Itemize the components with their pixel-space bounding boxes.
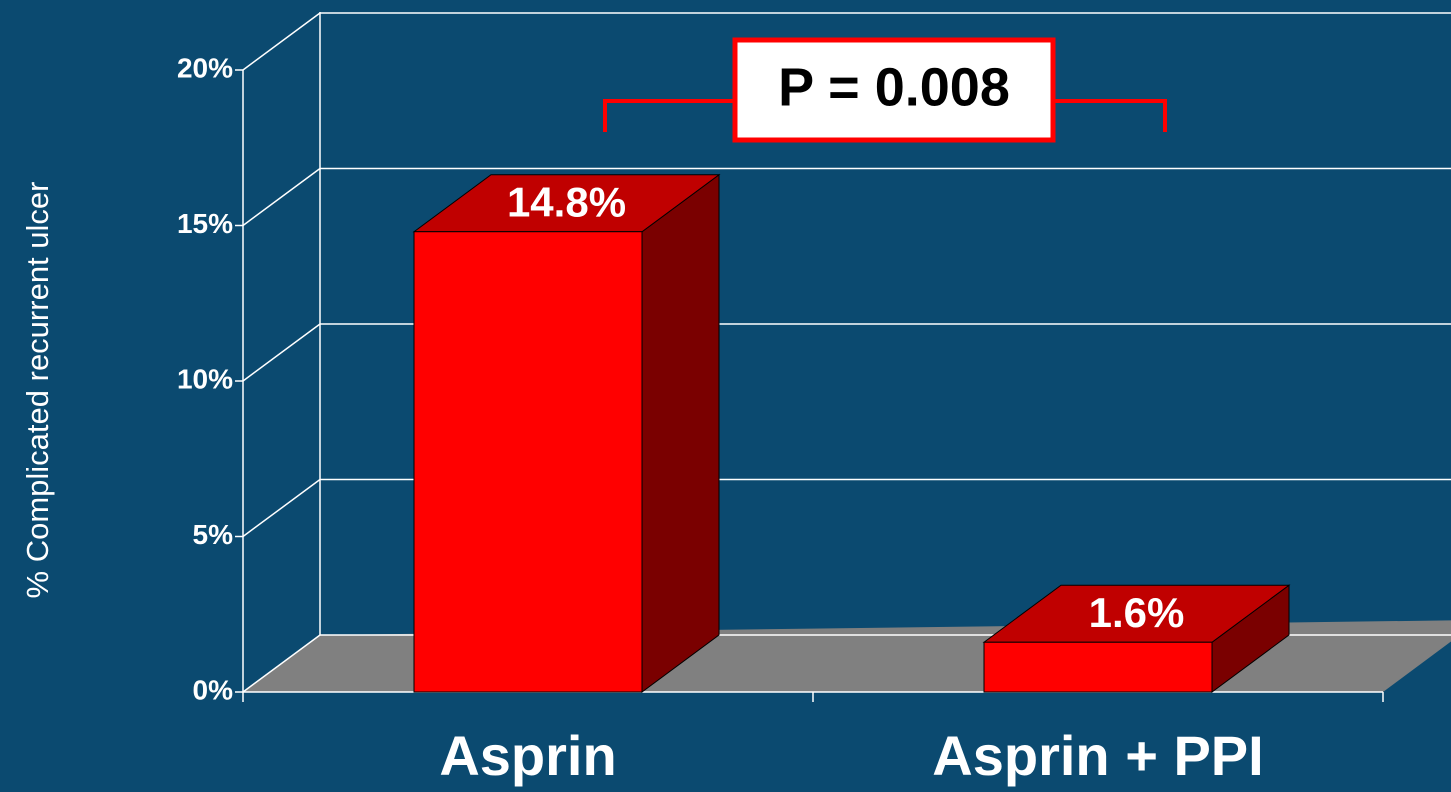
grid-diagonal xyxy=(242,634,321,693)
bar-front xyxy=(413,231,643,693)
y-tick-label: 20% xyxy=(177,52,233,83)
grid-diagonal xyxy=(242,167,321,227)
annotation-text: P = 0.008 xyxy=(778,57,1010,117)
bar-side xyxy=(641,173,720,693)
x-tick-label: Asprin xyxy=(439,724,616,787)
value-label: 14.8% xyxy=(507,178,626,225)
annotation-box xyxy=(732,37,1056,143)
bar xyxy=(982,584,1291,693)
y-tick-label: 0% xyxy=(193,674,234,705)
bar-front xyxy=(983,641,1213,693)
grid-diagonal xyxy=(242,323,321,382)
y-tick-label: 15% xyxy=(177,208,233,239)
bar xyxy=(412,173,721,693)
grid-diagonal xyxy=(242,478,321,538)
plot: 0% 5% 10% 15% 20% 14.8% Asprin 1.6% Asprin + PPI xyxy=(177,12,1451,787)
value-label: 1.6% xyxy=(1089,589,1185,636)
grid-diagonal xyxy=(242,12,321,71)
y-tick-label: 10% xyxy=(177,363,233,394)
x-tick-label: Asprin + PPI xyxy=(932,724,1263,787)
y-axis-label: % Complicated recurrent ulcer xyxy=(20,182,55,599)
y-tick-label: 5% xyxy=(193,519,234,550)
annotation: P = 0.008 xyxy=(603,37,1167,143)
